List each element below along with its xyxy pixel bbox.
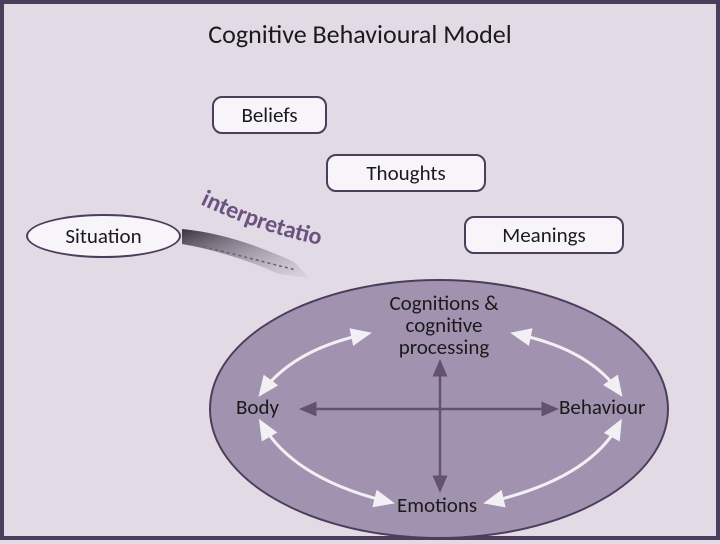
node-meanings-label: Meanings [502, 222, 585, 248]
quadrant-top: Cognitions &cognitiveprocessing [374, 292, 514, 358]
quadrant-right: Behaviour [559, 396, 645, 418]
quadrant-bottom: Emotions [397, 494, 477, 516]
node-thoughts-label: Thoughts [366, 160, 445, 186]
swoosh-arrow [182, 229, 309, 278]
quadrant-top-label: Cognitions &cognitiveprocessing [389, 290, 498, 360]
quadrant-bottom-label: Emotions [397, 492, 477, 518]
quadrant-left-label: Body [236, 394, 279, 420]
node-beliefs: Beliefs [212, 96, 327, 134]
node-situation: Situation [26, 214, 181, 258]
node-situation-label: Situation [65, 223, 141, 249]
node-thoughts: Thoughts [326, 154, 486, 192]
node-meanings: Meanings [464, 216, 624, 254]
quadrant-right-label: Behaviour [559, 394, 645, 420]
node-beliefs-label: Beliefs [241, 102, 297, 128]
page-title: Cognitive Behavioural Model [4, 4, 716, 50]
quadrant-left: Body [236, 396, 279, 418]
